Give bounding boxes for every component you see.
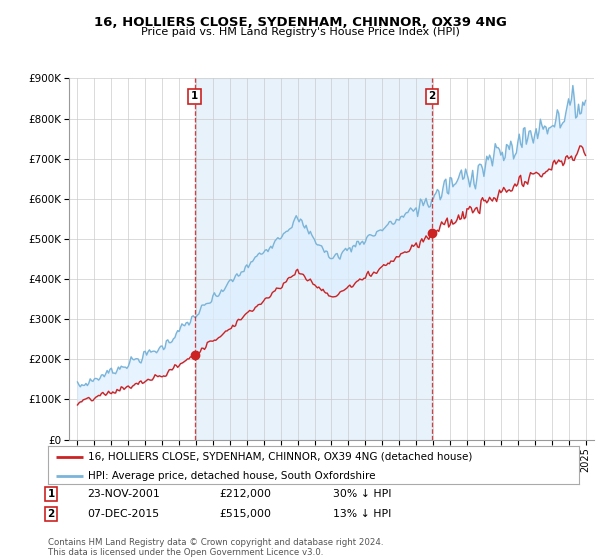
Text: 16, HOLLIERS CLOSE, SYDENHAM, CHINNOR, OX39 4NG (detached house): 16, HOLLIERS CLOSE, SYDENHAM, CHINNOR, O… [88, 452, 472, 462]
Text: 1: 1 [47, 489, 55, 499]
Bar [194, 78, 432, 440]
Text: £212,000: £212,000 [219, 489, 271, 499]
Text: 1: 1 [191, 91, 198, 101]
Text: 2: 2 [47, 509, 55, 519]
Text: 23-NOV-2001: 23-NOV-2001 [87, 489, 160, 499]
Text: 13% ↓ HPI: 13% ↓ HPI [333, 509, 391, 519]
Text: 2: 2 [428, 91, 436, 101]
Text: 07-DEC-2015: 07-DEC-2015 [87, 509, 159, 519]
Text: HPI: Average price, detached house, South Oxfordshire: HPI: Average price, detached house, Sout… [88, 471, 376, 481]
Text: 30% ↓ HPI: 30% ↓ HPI [333, 489, 392, 499]
Text: Contains HM Land Registry data © Crown copyright and database right 2024.
This d: Contains HM Land Registry data © Crown c… [48, 538, 383, 557]
Text: £515,000: £515,000 [219, 509, 271, 519]
Text: Price paid vs. HM Land Registry's House Price Index (HPI): Price paid vs. HM Land Registry's House … [140, 27, 460, 38]
Text: 16, HOLLIERS CLOSE, SYDENHAM, CHINNOR, OX39 4NG: 16, HOLLIERS CLOSE, SYDENHAM, CHINNOR, O… [94, 16, 506, 29]
